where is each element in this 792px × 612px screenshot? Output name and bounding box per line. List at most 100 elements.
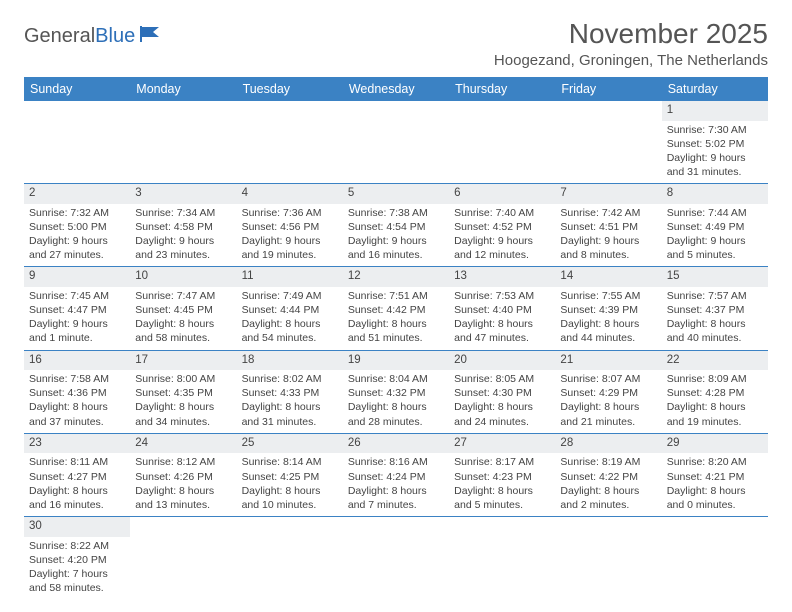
day-header-cell: Sunday xyxy=(24,77,130,101)
calendar-cell-empty xyxy=(237,101,343,183)
sunset-text: Sunset: 4:51 PM xyxy=(560,220,656,234)
day-details: Sunrise: 8:22 AMSunset: 4:20 PMDaylight:… xyxy=(24,537,130,600)
daylight-text: Daylight: 8 hours and 58 minutes. xyxy=(135,317,231,345)
calendar-cell: 25Sunrise: 8:14 AMSunset: 4:25 PMDayligh… xyxy=(237,434,343,516)
daylight-text: Daylight: 9 hours and 16 minutes. xyxy=(348,234,444,262)
logo-text-1: General xyxy=(24,25,95,47)
calendar-cell: 24Sunrise: 8:12 AMSunset: 4:26 PMDayligh… xyxy=(130,434,236,516)
sunrise-text: Sunrise: 7:38 AM xyxy=(348,206,444,220)
calendar-week: 9Sunrise: 7:45 AMSunset: 4:47 PMDaylight… xyxy=(24,267,768,350)
calendar: SundayMondayTuesdayWednesdayThursdayFrid… xyxy=(24,77,768,599)
sunrise-text: Sunrise: 7:53 AM xyxy=(454,289,550,303)
calendar-cell: 30Sunrise: 8:22 AMSunset: 4:20 PMDayligh… xyxy=(24,517,130,599)
day-number: 30 xyxy=(24,517,130,537)
day-details: Sunrise: 7:47 AMSunset: 4:45 PMDaylight:… xyxy=(130,287,236,350)
sunset-text: Sunset: 4:42 PM xyxy=(348,303,444,317)
daylight-text: Daylight: 8 hours and 13 minutes. xyxy=(135,484,231,512)
day-details: Sunrise: 8:02 AMSunset: 4:33 PMDaylight:… xyxy=(237,370,343,433)
sunrise-text: Sunrise: 7:58 AM xyxy=(29,372,125,386)
sunrise-text: Sunrise: 7:55 AM xyxy=(560,289,656,303)
calendar-cell-empty xyxy=(449,517,555,599)
sunrise-text: Sunrise: 8:17 AM xyxy=(454,455,550,469)
day-number: 9 xyxy=(24,267,130,287)
daylight-text: Daylight: 8 hours and 40 minutes. xyxy=(667,317,763,345)
day-details: Sunrise: 8:19 AMSunset: 4:22 PMDaylight:… xyxy=(555,453,661,516)
calendar-cell-empty xyxy=(130,517,236,599)
calendar-week: 16Sunrise: 7:58 AMSunset: 4:36 PMDayligh… xyxy=(24,351,768,434)
day-number: 1 xyxy=(662,101,768,121)
location-text: Hoogezand, Groningen, The Netherlands xyxy=(494,52,768,69)
calendar-cell: 8Sunrise: 7:44 AMSunset: 4:49 PMDaylight… xyxy=(662,184,768,266)
sunset-text: Sunset: 4:44 PM xyxy=(242,303,338,317)
daylight-text: Daylight: 8 hours and 24 minutes. xyxy=(454,400,550,428)
calendar-cell: 5Sunrise: 7:38 AMSunset: 4:54 PMDaylight… xyxy=(343,184,449,266)
day-details: Sunrise: 7:40 AMSunset: 4:52 PMDaylight:… xyxy=(449,204,555,267)
calendar-week: 23Sunrise: 8:11 AMSunset: 4:27 PMDayligh… xyxy=(24,434,768,517)
daylight-text: Daylight: 8 hours and 28 minutes. xyxy=(348,400,444,428)
daylight-text: Daylight: 9 hours and 31 minutes. xyxy=(667,151,763,179)
sunset-text: Sunset: 4:24 PM xyxy=(348,470,444,484)
day-details: Sunrise: 8:07 AMSunset: 4:29 PMDaylight:… xyxy=(555,370,661,433)
sunset-text: Sunset: 4:28 PM xyxy=(667,386,763,400)
calendar-cell: 7Sunrise: 7:42 AMSunset: 4:51 PMDaylight… xyxy=(555,184,661,266)
day-details: Sunrise: 8:00 AMSunset: 4:35 PMDaylight:… xyxy=(130,370,236,433)
sunrise-text: Sunrise: 8:11 AM xyxy=(29,455,125,469)
calendar-cell: 2Sunrise: 7:32 AMSunset: 5:00 PMDaylight… xyxy=(24,184,130,266)
calendar-cell: 6Sunrise: 7:40 AMSunset: 4:52 PMDaylight… xyxy=(449,184,555,266)
day-number: 13 xyxy=(449,267,555,287)
sunrise-text: Sunrise: 7:47 AM xyxy=(135,289,231,303)
sunrise-text: Sunrise: 8:20 AM xyxy=(667,455,763,469)
day-details: Sunrise: 8:11 AMSunset: 4:27 PMDaylight:… xyxy=(24,453,130,516)
daylight-text: Daylight: 8 hours and 51 minutes. xyxy=(348,317,444,345)
day-number: 4 xyxy=(237,184,343,204)
sunrise-text: Sunrise: 8:12 AM xyxy=(135,455,231,469)
daylight-text: Daylight: 8 hours and 31 minutes. xyxy=(242,400,338,428)
daylight-text: Daylight: 8 hours and 44 minutes. xyxy=(560,317,656,345)
daylight-text: Daylight: 8 hours and 47 minutes. xyxy=(454,317,550,345)
sunset-text: Sunset: 4:56 PM xyxy=(242,220,338,234)
calendar-cell: 10Sunrise: 7:47 AMSunset: 4:45 PMDayligh… xyxy=(130,267,236,349)
day-number: 15 xyxy=(662,267,768,287)
sunrise-text: Sunrise: 7:36 AM xyxy=(242,206,338,220)
sunset-text: Sunset: 4:45 PM xyxy=(135,303,231,317)
sunrise-text: Sunrise: 8:09 AM xyxy=(667,372,763,386)
day-number: 11 xyxy=(237,267,343,287)
day-details: Sunrise: 7:34 AMSunset: 4:58 PMDaylight:… xyxy=(130,204,236,267)
day-header-cell: Thursday xyxy=(449,77,555,101)
calendar-cell-empty xyxy=(555,517,661,599)
calendar-week: 30Sunrise: 8:22 AMSunset: 4:20 PMDayligh… xyxy=(24,517,768,599)
daylight-text: Daylight: 8 hours and 10 minutes. xyxy=(242,484,338,512)
day-details: Sunrise: 8:17 AMSunset: 4:23 PMDaylight:… xyxy=(449,453,555,516)
calendar-cell: 27Sunrise: 8:17 AMSunset: 4:23 PMDayligh… xyxy=(449,434,555,516)
sunset-text: Sunset: 5:00 PM xyxy=(29,220,125,234)
day-details: Sunrise: 7:45 AMSunset: 4:47 PMDaylight:… xyxy=(24,287,130,350)
daylight-text: Daylight: 8 hours and 7 minutes. xyxy=(348,484,444,512)
day-number: 6 xyxy=(449,184,555,204)
daylight-text: Daylight: 9 hours and 1 minute. xyxy=(29,317,125,345)
sunset-text: Sunset: 4:49 PM xyxy=(667,220,763,234)
sunrise-text: Sunrise: 7:51 AM xyxy=(348,289,444,303)
day-number: 3 xyxy=(130,184,236,204)
sunset-text: Sunset: 4:23 PM xyxy=(454,470,550,484)
calendar-cell: 29Sunrise: 8:20 AMSunset: 4:21 PMDayligh… xyxy=(662,434,768,516)
day-number: 5 xyxy=(343,184,449,204)
sunrise-text: Sunrise: 8:04 AM xyxy=(348,372,444,386)
day-header-row: SundayMondayTuesdayWednesdayThursdayFrid… xyxy=(24,77,768,101)
daylight-text: Daylight: 9 hours and 8 minutes. xyxy=(560,234,656,262)
sunrise-text: Sunrise: 8:05 AM xyxy=(454,372,550,386)
calendar-cell-empty xyxy=(237,517,343,599)
day-number: 21 xyxy=(555,351,661,371)
day-number: 24 xyxy=(130,434,236,454)
daylight-text: Daylight: 9 hours and 19 minutes. xyxy=(242,234,338,262)
sunset-text: Sunset: 5:02 PM xyxy=(667,137,763,151)
day-number: 28 xyxy=(555,434,661,454)
day-number: 7 xyxy=(555,184,661,204)
sunrise-text: Sunrise: 8:16 AM xyxy=(348,455,444,469)
day-header-cell: Wednesday xyxy=(343,77,449,101)
day-details: Sunrise: 8:05 AMSunset: 4:30 PMDaylight:… xyxy=(449,370,555,433)
sunset-text: Sunset: 4:40 PM xyxy=(454,303,550,317)
day-number: 8 xyxy=(662,184,768,204)
day-details: Sunrise: 7:30 AMSunset: 5:02 PMDaylight:… xyxy=(662,121,768,184)
day-number: 14 xyxy=(555,267,661,287)
daylight-text: Daylight: 9 hours and 5 minutes. xyxy=(667,234,763,262)
